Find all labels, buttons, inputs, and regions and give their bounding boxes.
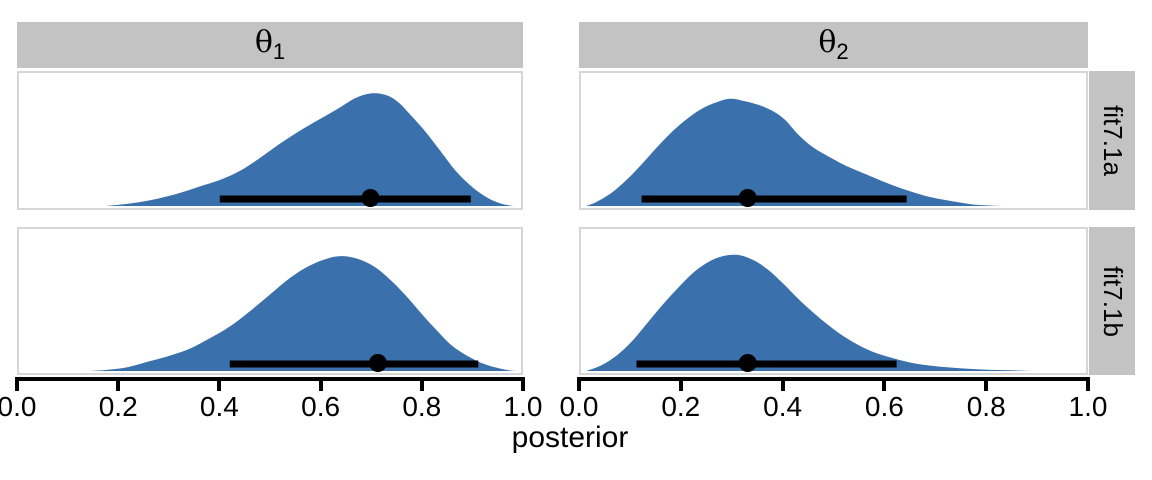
facet-label-fit71a: fit7.1a <box>1097 105 1128 176</box>
x-axis-line-left <box>15 377 525 381</box>
credible-interval-bar <box>641 195 907 203</box>
x-tick-mark <box>1086 377 1090 391</box>
point-estimate-dot <box>361 189 380 207</box>
x-tick-label: 1.0 <box>503 391 543 422</box>
x-tick-mark <box>419 377 424 391</box>
x-tick-label: 0.6 <box>301 391 341 422</box>
x-tick-mark <box>318 377 323 391</box>
density-svg <box>104 93 514 207</box>
x-tick-mark <box>984 377 989 391</box>
density-svg <box>586 254 1036 372</box>
facet-strip-fit71a: fit7.1a <box>1089 71 1135 210</box>
credible-interval-bar <box>636 360 897 368</box>
x-axis-title: posterior <box>511 421 629 454</box>
x-tick-label: 0.2 <box>661 391 701 422</box>
facet-strip-theta1: θ1 <box>17 22 523 68</box>
density-curve <box>89 256 517 371</box>
x-tick-label: 0.4 <box>199 391 239 422</box>
density-panel-theta2-fit71a <box>579 71 1088 210</box>
density-svg <box>586 98 1001 207</box>
x-tick-mark <box>780 377 785 391</box>
x-tick-label: 0.2 <box>98 391 138 422</box>
facet-strip-theta2: θ2 <box>579 22 1088 68</box>
x-tick-mark <box>577 377 581 391</box>
point-estimate-dot <box>368 354 387 372</box>
facet-strip-fit71b: fit7.1b <box>1089 227 1135 375</box>
density-svg <box>89 256 517 372</box>
credible-interval-bar <box>229 360 479 368</box>
credible-interval-bar <box>219 195 471 203</box>
x-axis-line-right <box>577 377 1090 381</box>
x-tick-mark <box>882 377 887 391</box>
density-panel-theta1-fit71a <box>17 71 523 210</box>
x-tick-label: 0.8 <box>402 391 442 422</box>
x-tick-mark <box>521 377 525 391</box>
x-tick-mark <box>217 377 222 391</box>
x-tick-mark <box>15 377 19 391</box>
density-curve <box>104 93 514 206</box>
x-axis-ticks-right: 0.0 0.2 0.4 0.6 0.8 1.0 <box>560 377 1107 427</box>
x-tick-mark <box>116 377 121 391</box>
x-tick-label: 0.0 <box>0 391 37 422</box>
density-curve <box>586 98 1001 206</box>
x-tick-label: 0.6 <box>864 391 904 422</box>
density-panel-theta1-fit71b <box>17 227 523 375</box>
point-estimate-dot <box>738 189 757 207</box>
facet-label-fit71b: fit7.1b <box>1097 265 1128 337</box>
x-tick-label: 1.0 <box>1068 391 1108 422</box>
x-tick-label: 0.4 <box>763 391 803 422</box>
density-panel-theta2-fit71b <box>579 227 1088 375</box>
facet-label-theta1: θ1 <box>254 25 286 64</box>
x-axis-ticks-left: 0.0 0.2 0.4 0.6 0.8 1.0 <box>0 377 542 427</box>
x-tick-mark <box>678 377 683 391</box>
x-tick-label: 0.8 <box>966 391 1006 422</box>
point-estimate-dot <box>738 354 757 372</box>
facet-label-theta2: θ2 <box>818 25 849 64</box>
density-curve <box>586 254 1036 371</box>
x-tick-label: 0.0 <box>559 391 599 422</box>
